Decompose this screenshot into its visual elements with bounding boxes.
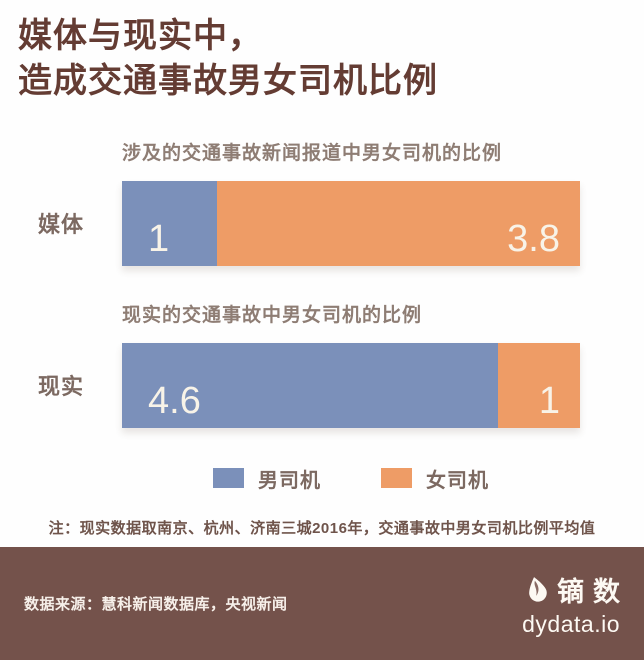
- footnote: 注：现实数据取南京、杭州、济南三城2016年，交通事故中男女司机比例平均值: [48, 519, 596, 537]
- droplet-icon: [529, 577, 547, 602]
- footer: 数据来源：慧科新闻数据库，央视新闻 镝数 dydata.io: [0, 547, 644, 660]
- bar-value-media-male: 1: [148, 217, 170, 260]
- bar-value-reality-female: 1: [538, 379, 560, 422]
- chart-media-row: 媒体 1 3.8: [0, 180, 644, 266]
- brand-logo-top: 镝数: [522, 570, 620, 609]
- brand-logo: 镝数 dydata.io: [522, 570, 620, 638]
- legend-label-male: 男司机: [258, 469, 321, 492]
- bar-segment-reality-male: 4.6: [122, 342, 499, 428]
- brand-url: dydata.io: [522, 610, 620, 637]
- bar-segment-media-male: 1: [122, 180, 218, 266]
- page-title-line2: 造成交通事故男女司机比例: [18, 61, 438, 100]
- bar-value-reality-male: 4.6: [148, 379, 201, 422]
- bar-segment-reality-female: 1: [498, 342, 580, 428]
- bar-value-media-female: 3.8: [507, 217, 560, 260]
- row-label-reality: 现实: [37, 374, 84, 400]
- page-title-line1: 媒体与现实中，: [18, 17, 263, 55]
- data-source-text: 数据来源：慧科新闻数据库，央视新闻: [24, 596, 288, 613]
- chart-reality-subtitle: 现实的交通事故中男女司机的比例: [122, 304, 423, 326]
- legend-swatch-male: [213, 468, 244, 489]
- stacked-bar-media: 1 3.8: [122, 180, 580, 266]
- bar-segment-media-female: 3.8: [217, 180, 580, 266]
- page-title: 媒体与现实中， 造成交通事故男女司机比例: [18, 14, 644, 104]
- brand-name: 镝数: [557, 576, 629, 607]
- legend-swatch-female: [381, 468, 412, 489]
- chart-reality-row: 现实 4.6 1: [0, 342, 644, 428]
- chart-reality: 现实的交通事故中男女司机的比例 现实 4.6 1: [0, 300, 644, 428]
- stacked-bar-reality: 4.6 1: [122, 342, 580, 428]
- chart-media-subtitle: 涉及的交通事故新闻报道中男女司机的比例: [122, 142, 503, 164]
- row-label-media: 媒体: [37, 212, 84, 238]
- chart-media: 涉及的交通事故新闻报道中男女司机的比例 媒体 1 3.8: [0, 138, 644, 266]
- legend-label-female: 女司机: [426, 469, 489, 492]
- legend: 男司机 女司机: [122, 464, 580, 493]
